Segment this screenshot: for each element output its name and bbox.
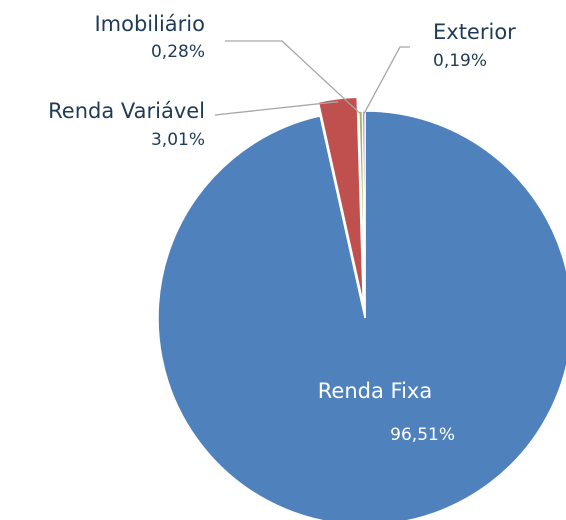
slice-value-label: 3,01% xyxy=(151,130,205,150)
slice-label: Exterior xyxy=(433,20,516,44)
leader-line xyxy=(363,46,410,115)
slice-label: Imobiliário xyxy=(94,12,205,36)
slice-value-label: 0,19% xyxy=(433,51,487,71)
slice-value-label: 0,28% xyxy=(151,42,205,62)
leader-line xyxy=(214,101,339,116)
pie-slice xyxy=(157,110,566,520)
leader-line xyxy=(225,40,362,115)
pie-slice xyxy=(317,96,365,305)
slice-label: Renda Fixa xyxy=(318,379,432,403)
slice-value-label: 96,51% xyxy=(390,425,455,445)
slice-label: Renda Variável xyxy=(48,99,205,123)
